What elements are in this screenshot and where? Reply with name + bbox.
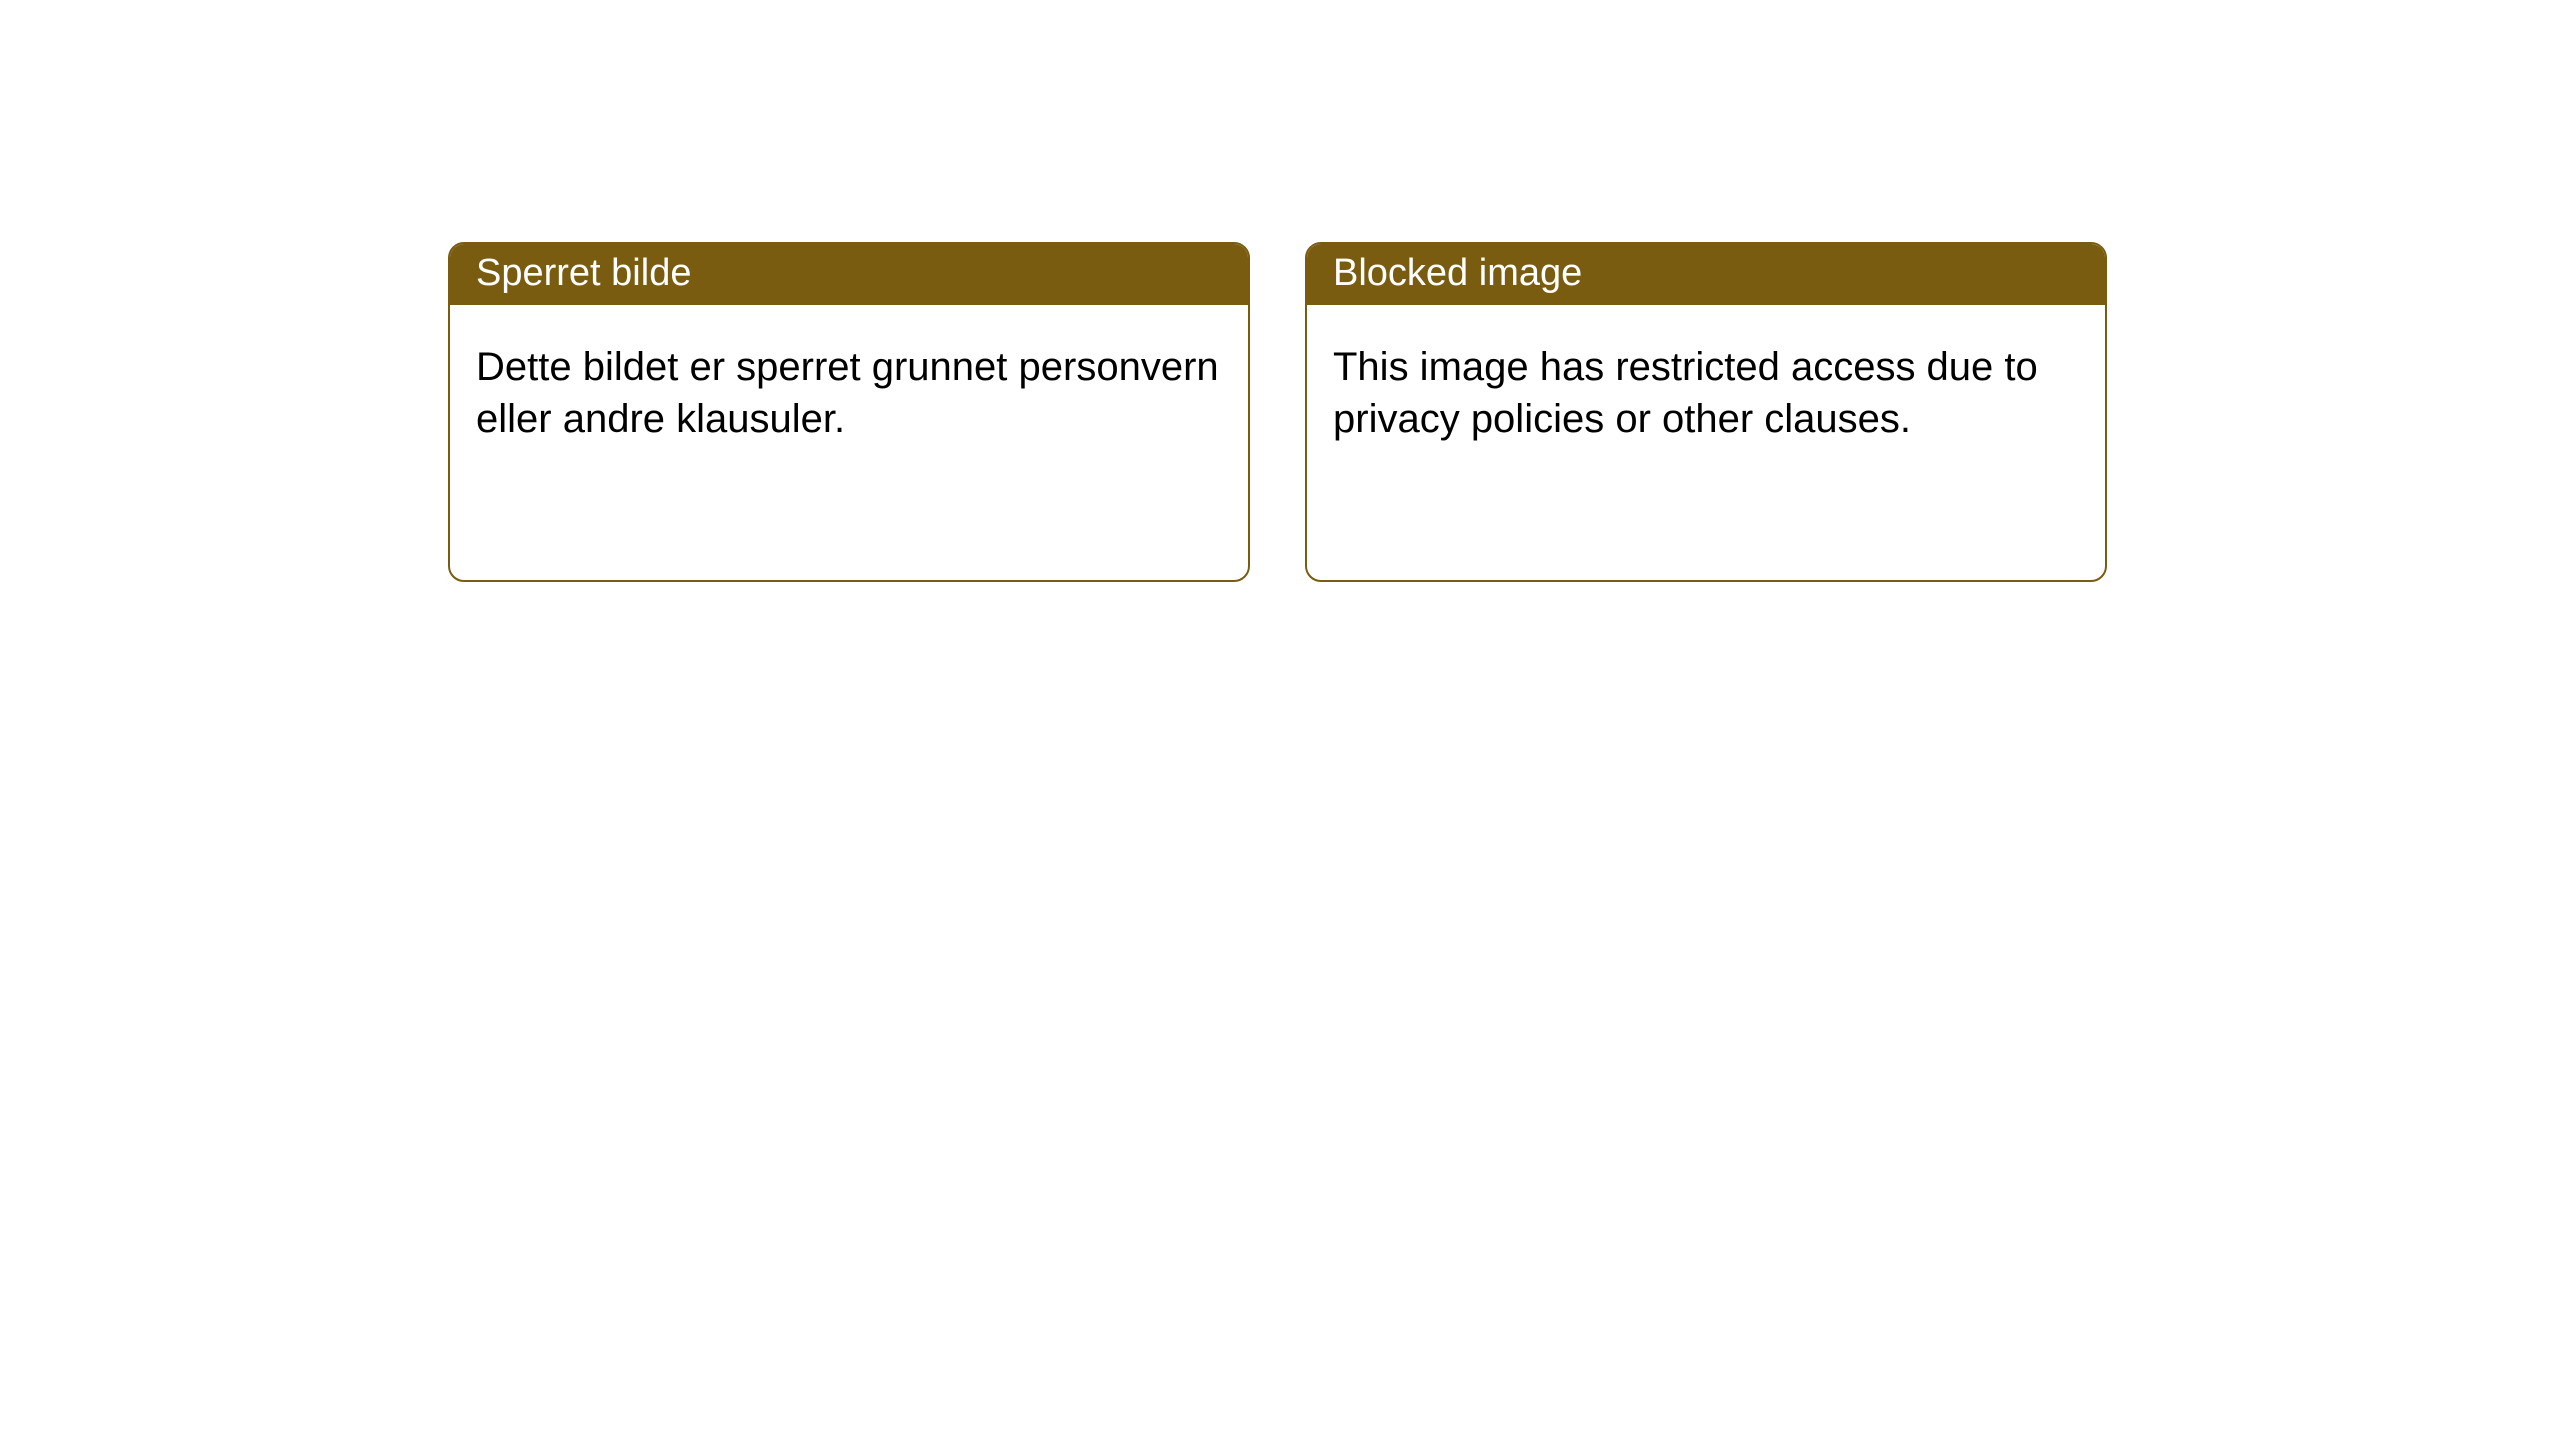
- card-title: Sperret bilde: [476, 252, 691, 294]
- card-body: This image has restricted access due to …: [1307, 305, 2105, 580]
- notice-cards-container: Sperret bilde Dette bildet er sperret gr…: [0, 0, 2560, 582]
- card-body-text: Dette bildet er sperret grunnet personve…: [476, 345, 1219, 441]
- card-body-text: This image has restricted access due to …: [1333, 345, 2038, 441]
- card-header: Blocked image: [1307, 244, 2105, 305]
- card-title: Blocked image: [1333, 252, 1582, 294]
- card-header: Sperret bilde: [450, 244, 1248, 305]
- notice-card-norwegian: Sperret bilde Dette bildet er sperret gr…: [448, 242, 1250, 582]
- card-body: Dette bildet er sperret grunnet personve…: [450, 305, 1248, 580]
- notice-card-english: Blocked image This image has restricted …: [1305, 242, 2107, 582]
